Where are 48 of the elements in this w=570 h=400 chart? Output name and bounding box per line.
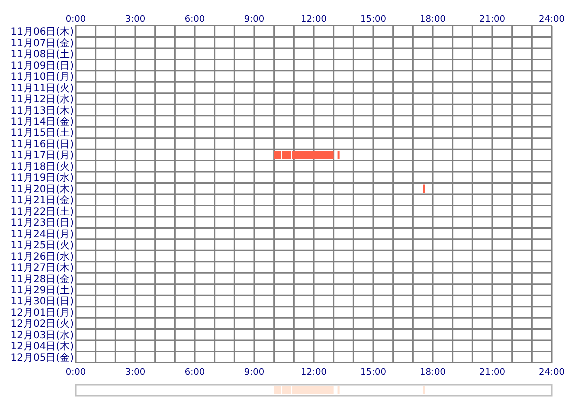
y-tick-label: 11月30日(日) [10, 296, 74, 308]
x-tick-label: 21:00 [480, 15, 506, 25]
x2-tick-label: 12:00 [301, 368, 328, 378]
x-tick-label: 18:00 [420, 15, 446, 25]
y-tick-label: 12月05日(金) [10, 352, 74, 364]
y-tick-label: 11月27日(木) [10, 262, 74, 274]
y-tick-label: 11月21日(金) [10, 194, 74, 207]
x2-tick-label: 18:00 [420, 368, 446, 378]
y-tick-label: 11月15日(土) [10, 127, 74, 140]
x2-tick-label: 24:00 [539, 368, 566, 378]
x-tick-label: 24:00 [539, 15, 566, 25]
y-tick-label: 11月08日(土) [10, 48, 74, 61]
y-tick-label: 12月04日(木) [10, 340, 74, 353]
y-tick-label: 11月28日(金) [10, 273, 74, 286]
x2-tick-label: 21:00 [480, 368, 506, 378]
x2-tick-label: 0:00 [66, 368, 86, 378]
y-tick-label: 12月03日(水) [10, 329, 74, 342]
x2-tick-label: 3:00 [125, 368, 146, 378]
y-tick-label: 11月14日(金) [10, 116, 74, 128]
y-tick-label: 11月19日(水) [10, 172, 74, 184]
x-tick-label: 9:00 [244, 15, 265, 25]
y-tick-label: 11月16日(日) [10, 139, 74, 150]
y-tick-label: 11月12日(水) [10, 94, 74, 106]
x2-tick-label: 6:00 [184, 368, 206, 378]
y-tick-label: 12月02日(火) [10, 318, 74, 330]
x-tick-label: 6:00 [184, 15, 206, 25]
y-tick-label: 11月11日(火) [10, 82, 74, 94]
y-tick-label: 11月26日(水) [10, 250, 74, 263]
y-tick-label: 11月13日(木) [10, 104, 74, 117]
y-tick-label: 11月23日(日) [10, 218, 74, 230]
x-tick-label: 12:00 [301, 15, 328, 25]
y-tick-label: 11月10日(月) [10, 72, 74, 84]
y-tick-label: 11月22日(土) [10, 206, 74, 218]
x-tick-label: 3:00 [125, 15, 146, 25]
x-tick-label: 0:00 [66, 15, 86, 25]
y-tick-label: 11月18日(火) [10, 160, 74, 173]
x2-tick-label: 15:00 [360, 368, 387, 378]
y-tick-label: 11月24日(月) [10, 229, 74, 240]
x-tick-label: 15:00 [360, 15, 387, 25]
y-tick-label: 12月01日(月) [10, 308, 74, 319]
y-tick-label: 11月17日(月) [10, 150, 74, 162]
y-tick-label: 11月25日(火) [10, 240, 74, 252]
y-tick-label: 11月06日(木) [10, 26, 74, 38]
y-tick-label: 11月07日(金) [10, 37, 74, 50]
x2-tick-label: 9:00 [244, 368, 265, 378]
y-tick-label: 11月29日(土) [10, 284, 74, 296]
y-tick-label: 11月09日(日) [10, 60, 74, 72]
y-tick-label: 11月20日(木) [10, 183, 74, 196]
